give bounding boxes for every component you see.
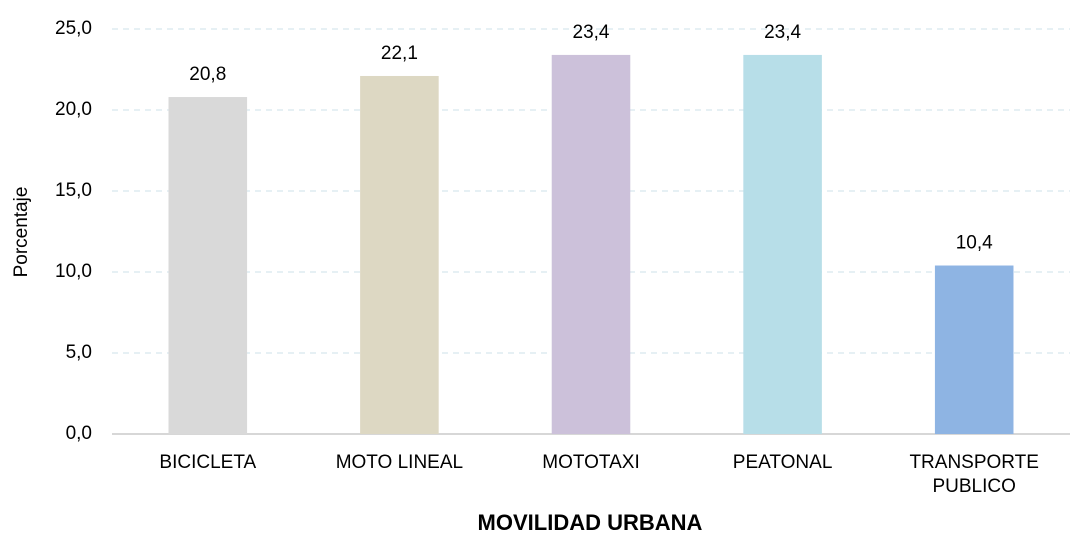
- bar: [934, 265, 1014, 434]
- x-tick-label: MOTO LINEAL: [336, 452, 463, 473]
- x-tick-label: TRANSPORTE PUBLICO: [909, 452, 1039, 497]
- y-tick-label: 15,0: [55, 180, 92, 201]
- y-tick-label: 5,0: [66, 342, 92, 363]
- bar: [743, 54, 822, 435]
- x-tick-label: BICICLETA: [159, 452, 256, 473]
- y-tick-label: 0,0: [66, 423, 92, 444]
- y-axis-title: Porcentaje: [11, 187, 32, 278]
- x-axis-title: MOVILIDAD URBANA: [478, 510, 703, 535]
- bar: [360, 75, 439, 434]
- bar: [168, 97, 248, 434]
- bar: [551, 54, 631, 435]
- y-tick-label: 20,0: [55, 99, 92, 120]
- y-tick-label: 10,0: [55, 261, 92, 282]
- data-label: 10,4: [956, 233, 993, 254]
- y-tick-label: 25,0: [55, 18, 92, 39]
- data-label: 22,1: [381, 43, 418, 64]
- data-label: 23,4: [573, 22, 610, 43]
- x-tick-label: MOTOTAXI: [542, 452, 639, 473]
- x-tick-label: PEATONAL: [733, 452, 833, 473]
- data-label: 20,8: [189, 64, 226, 85]
- data-label: 23,4: [764, 22, 801, 43]
